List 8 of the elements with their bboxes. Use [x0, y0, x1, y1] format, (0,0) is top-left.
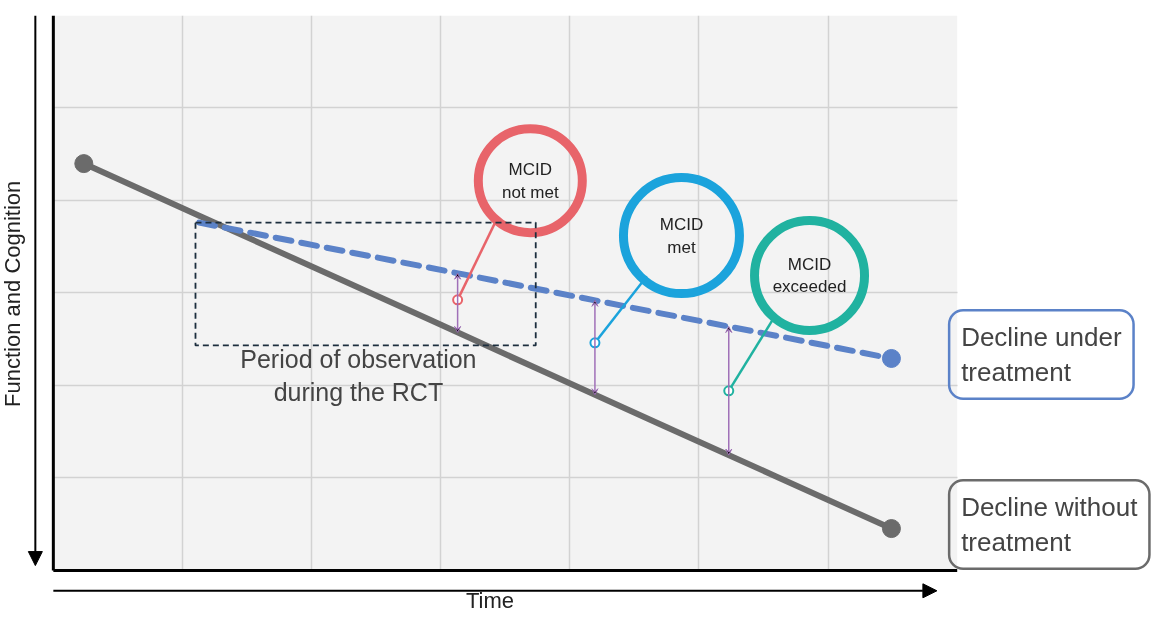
annotation: MCID not met: [501, 159, 559, 202]
x-axis-title: Time: [465, 588, 514, 614]
y-axis-title: Function and Cognition: [0, 180, 25, 407]
annotation: MCID exceeded: [772, 254, 847, 297]
text: Decline under treatment: [961, 322, 1122, 387]
annotation: MCID met: [659, 214, 704, 257]
text: Decline without treatment: [961, 492, 1139, 557]
annotation: Period of observation during the RCT: [240, 344, 477, 407]
